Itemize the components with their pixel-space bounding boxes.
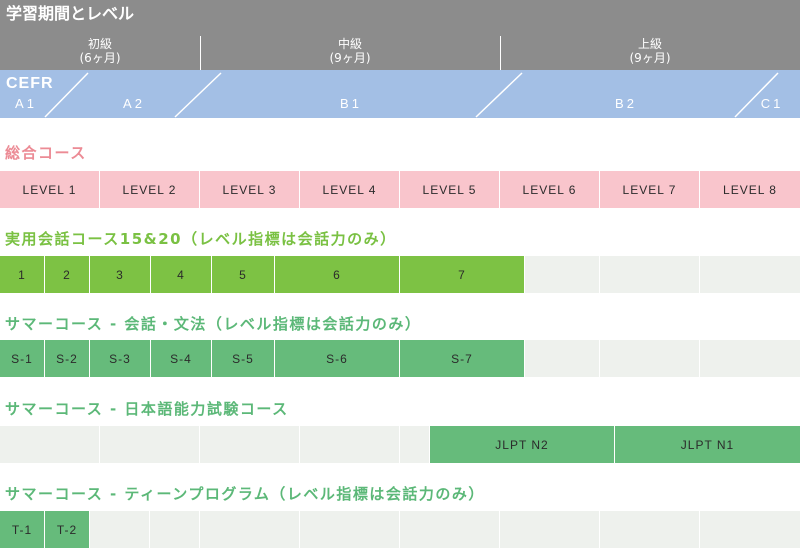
empty-cell [150, 511, 199, 548]
section-title-summer-conversation-grammar: サマーコース - 会話・文法（レベル指標は会話力のみ） [5, 315, 422, 333]
level-cell: S-3 [90, 340, 150, 377]
phase-duration: (9ヶ月) [629, 51, 671, 65]
level-cell: 6 [275, 256, 399, 293]
phase-name: 中級 [337, 37, 362, 51]
empty-cell [600, 256, 699, 293]
cefr-boundaries [44, 72, 779, 118]
cefr-level-c1: C1 [760, 96, 784, 111]
cefr-band: CEFR A1 A2 B1 B2 C1 [0, 70, 800, 118]
cefr-level-b1: B1 [340, 96, 362, 111]
section-title-general-course: 総合コース [5, 144, 87, 162]
level-cell: LEVEL 8 [700, 171, 800, 208]
level-cell: 2 [45, 256, 89, 293]
cefr-level-a2: A2 [123, 96, 145, 111]
general-course-row: LEVEL 1 LEVEL 2 LEVEL 3 LEVEL 4 LEVEL 5 … [0, 171, 800, 208]
empty-cell [300, 426, 399, 463]
empty-cell [300, 511, 399, 548]
level-cell: JLPT N2 [430, 426, 614, 463]
empty-cell [600, 511, 699, 548]
phase-duration: (9ヶ月) [329, 51, 371, 65]
level-cell: S-5 [212, 340, 274, 377]
level-cell: LEVEL 4 [300, 171, 399, 208]
level-cell: T-1 [0, 511, 44, 548]
empty-cell [400, 426, 429, 463]
level-cell: S-7 [400, 340, 524, 377]
summer-conversation-grammar-row: S-1 S-2 S-3 S-4 S-5 S-6 S-7 [0, 340, 800, 377]
empty-cell [90, 511, 149, 548]
cefr-label: CEFR [6, 75, 54, 92]
conversation-course-row: 1 2 3 4 5 6 7 [0, 256, 800, 293]
empty-cell [500, 511, 599, 548]
level-cell: S-1 [0, 340, 44, 377]
empty-cell [700, 340, 800, 377]
phase-name: 初級 [87, 37, 112, 51]
empty-cell [400, 511, 499, 548]
cefr-level-b2: B2 [615, 96, 637, 111]
cefr-level-a1: A1 [15, 96, 37, 111]
section-title-conversation-course: 実用会話コース15&20（レベル指標は会話力のみ） [5, 230, 397, 248]
level-cell: 7 [400, 256, 524, 293]
phase-beginner: 初級 (6ヶ月) [0, 37, 200, 69]
phase-divider [200, 36, 201, 70]
empty-cell [100, 426, 199, 463]
level-cell: JLPT N1 [615, 426, 800, 463]
section-title-summer-jlpt: サマーコース - 日本語能力試験コース [5, 400, 289, 418]
header-band: 学習期間とレベル 初級 (6ヶ月) 中級 (9ヶ月) 上級 (9ヶ月) [0, 0, 800, 70]
section-title-summer-teen: サマーコース - ティーンプログラム（レベル指標は会話力のみ） [5, 485, 485, 503]
level-cell: LEVEL 3 [200, 171, 299, 208]
cefr-boundary-b1-b2 [475, 72, 523, 118]
cefr-boundary-a2-b1 [174, 72, 222, 118]
empty-cell [525, 256, 599, 293]
page-title: 学習期間とレベル [6, 4, 135, 23]
empty-cell [600, 340, 699, 377]
phase-duration: (6ヶ月) [79, 51, 121, 65]
level-cell: S-6 [275, 340, 399, 377]
level-cell: LEVEL 7 [600, 171, 699, 208]
level-cell: LEVEL 5 [400, 171, 499, 208]
summer-teen-row: T-1 T-2 [0, 511, 800, 548]
phase-name: 上級 [637, 37, 662, 51]
phase-advanced: 上級 (9ヶ月) [500, 37, 800, 69]
empty-cell [200, 426, 299, 463]
level-cell: 1 [0, 256, 44, 293]
level-cell: S-4 [151, 340, 211, 377]
level-cell: LEVEL 1 [0, 171, 99, 208]
level-cell: S-2 [45, 340, 89, 377]
cefr-boundary-a1-a2 [44, 72, 89, 118]
level-cell: 4 [151, 256, 211, 293]
level-cell: 5 [212, 256, 274, 293]
empty-cell [200, 511, 299, 548]
empty-cell [525, 340, 599, 377]
phase-intermediate: 中級 (9ヶ月) [200, 37, 500, 69]
cefr-boundary-b2-c1 [734, 72, 779, 118]
level-cell: LEVEL 6 [500, 171, 599, 208]
phase-divider [500, 36, 501, 70]
level-cell: T-2 [45, 511, 89, 548]
summer-jlpt-row: JLPT N2 JLPT N1 [0, 426, 800, 463]
level-cell: LEVEL 2 [100, 171, 199, 208]
empty-cell [700, 256, 800, 293]
level-cell: 3 [90, 256, 150, 293]
empty-cell [0, 426, 99, 463]
empty-cell [700, 511, 800, 548]
